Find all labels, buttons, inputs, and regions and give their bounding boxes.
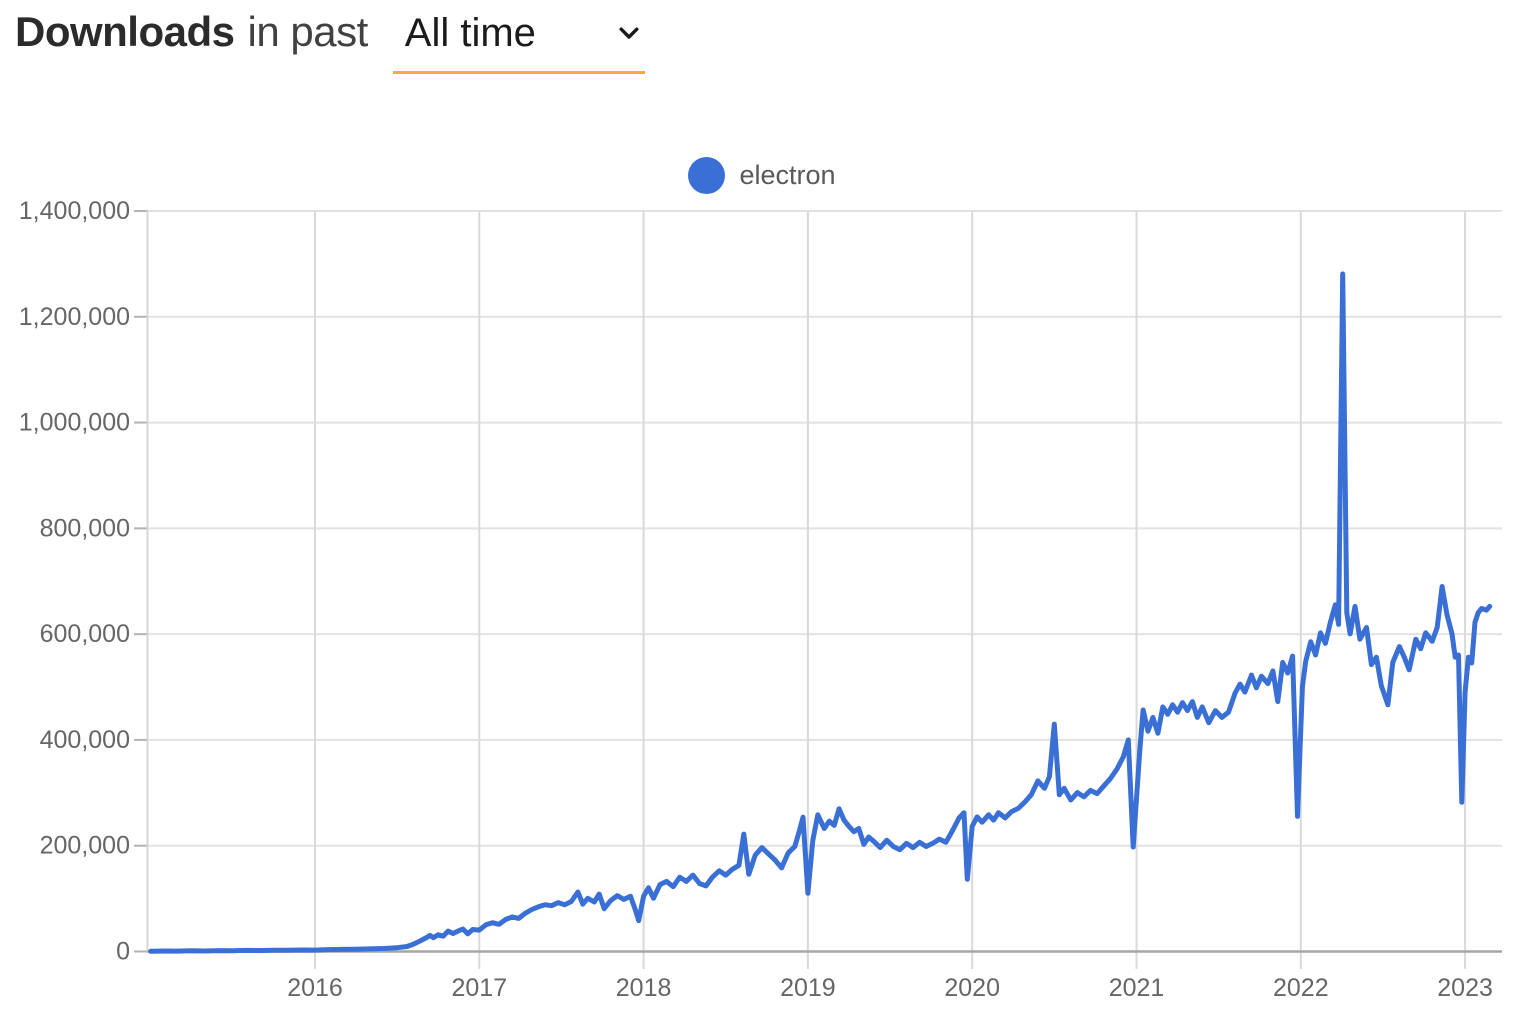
y-tick-label: 600,000 [40, 620, 130, 648]
y-tick-label: 1,000,000 [19, 409, 130, 437]
y-tick-label: 400,000 [40, 726, 130, 754]
page-title: Downloads [15, 8, 235, 55]
x-tick-label: 2016 [287, 974, 343, 1002]
x-tick-label: 2019 [780, 974, 836, 1002]
x-tick-label: 2017 [451, 974, 507, 1002]
x-tick-label: 2022 [1273, 974, 1329, 1002]
x-tick-label: 2021 [1109, 974, 1165, 1002]
y-tick-label: 1,200,000 [19, 303, 130, 331]
y-tick-label: 0 [116, 938, 130, 966]
time-range-value: All time [404, 11, 536, 55]
y-tick-label: 800,000 [40, 514, 130, 542]
chevron-down-icon [619, 27, 639, 39]
series-line-electron [148, 271, 1493, 954]
x-tick-label: 2020 [944, 974, 1000, 1002]
x-tick-label: 2018 [616, 974, 672, 1002]
y-tick-label: 200,000 [40, 832, 130, 860]
x-tick-label: 2023 [1437, 974, 1493, 1002]
y-tick-label: 1,400,000 [19, 197, 130, 225]
time-range-select[interactable]: All time [392, 11, 645, 74]
page-subtitle: in past [247, 8, 369, 55]
page-header: Downloads in past All time [15, 8, 645, 74]
